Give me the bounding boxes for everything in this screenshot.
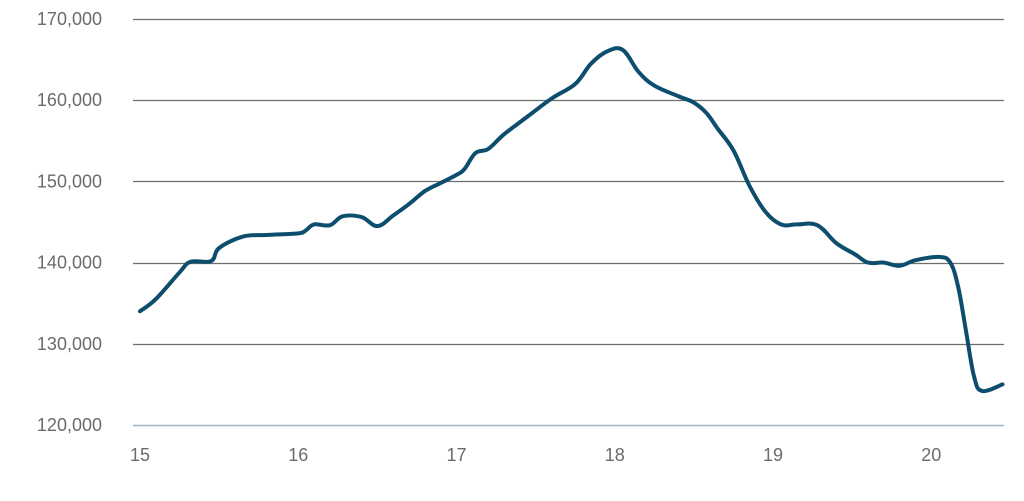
y-tick-label: 160,000 (37, 90, 102, 110)
y-tick-label: 170,000 (37, 9, 102, 29)
x-tick-label: 15 (130, 445, 150, 465)
series-group (138, 46, 1005, 394)
series-line (138, 46, 1005, 394)
x-tick-label: 18 (605, 445, 625, 465)
x-tick-label: 20 (921, 445, 941, 465)
y-tick-label: 140,000 (37, 253, 102, 273)
x-tick-label: 17 (446, 445, 466, 465)
y-axis-tick-labels: 120,000 130,000 140,000 150,000 160,000 170,0… (37, 9, 102, 435)
y-tick-label: 120,000 (37, 415, 102, 435)
y-tick-label: 130,000 (37, 334, 102, 354)
x-axis-tick-labels: 15 16 17 18 19 20 (130, 445, 941, 465)
gridlines (133, 18, 1004, 427)
x-tick-label: 16 (288, 445, 308, 465)
y-tick-label: 150,000 (37, 171, 102, 191)
x-tick-label: 19 (763, 445, 783, 465)
